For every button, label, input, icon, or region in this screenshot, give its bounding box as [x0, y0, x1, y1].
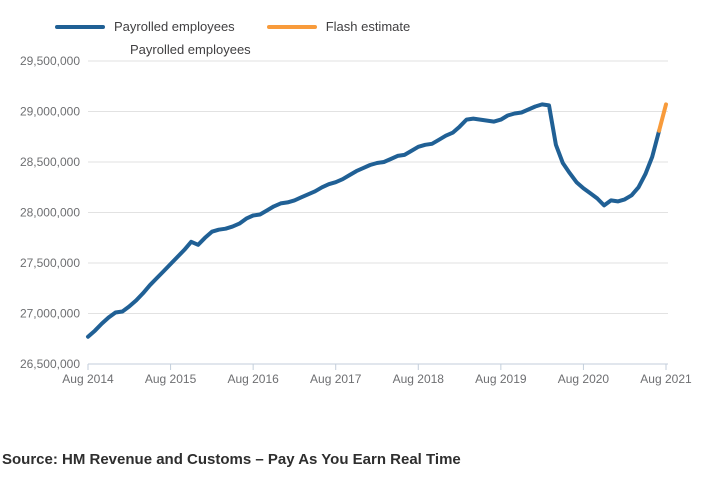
y-axis-tick-label: 26,500,000 — [20, 357, 80, 371]
source-note: Source: HM Revenue and Customs – Pay As … — [2, 451, 461, 468]
x-axis-tick-label: Aug 2018 — [393, 372, 445, 386]
legend-line-swatch-orange-icon — [266, 24, 317, 29]
y-axis-tick-label: 27,000,000 — [20, 307, 80, 321]
chart-title: Payrolled employees — [130, 42, 251, 57]
y-axis-tick-label: 29,500,000 — [20, 54, 80, 68]
x-axis-tick-label: Aug 2014 — [62, 372, 114, 386]
x-axis-tick-label: Aug 2020 — [558, 372, 610, 386]
line-chart-plot-area: 26,500,000 27,000,000 27,500,000 28,000,000… — [20, 54, 692, 386]
legend-item-payrolled-employees[interactable]: Payrolled employees — [55, 19, 235, 34]
x-axis-tick-label: Aug 2015 — [145, 372, 197, 386]
y-axis-tick-label: 29,000,000 — [20, 105, 80, 119]
series-line-flash-estimate — [657, 102, 668, 133]
y-axis-tick-label: 28,500,000 — [20, 155, 80, 169]
series-line-payrolled-employees — [86, 102, 662, 339]
legend-line-swatch-blue-icon — [55, 24, 105, 29]
x-axis-tick-label: Aug 2019 — [475, 372, 527, 386]
legend-item-flash-estimate[interactable]: Flash estimate — [266, 19, 411, 34]
chart-legend: Payrolled employees Flash estimate — [55, 19, 410, 34]
y-axis-tick-label: 27,500,000 — [20, 256, 80, 270]
x-axis-tick-label: Aug 2016 — [227, 372, 279, 386]
legend-label-flash-estimate: Flash estimate — [325, 19, 411, 34]
y-axis-tick-label: 28,000,000 — [20, 206, 80, 220]
x-axis-tick-label: Aug 2021 — [640, 372, 692, 386]
x-axis-tick-label: Aug 2017 — [310, 372, 362, 386]
legend-label-payrolled-employees: Payrolled employees — [114, 19, 235, 34]
